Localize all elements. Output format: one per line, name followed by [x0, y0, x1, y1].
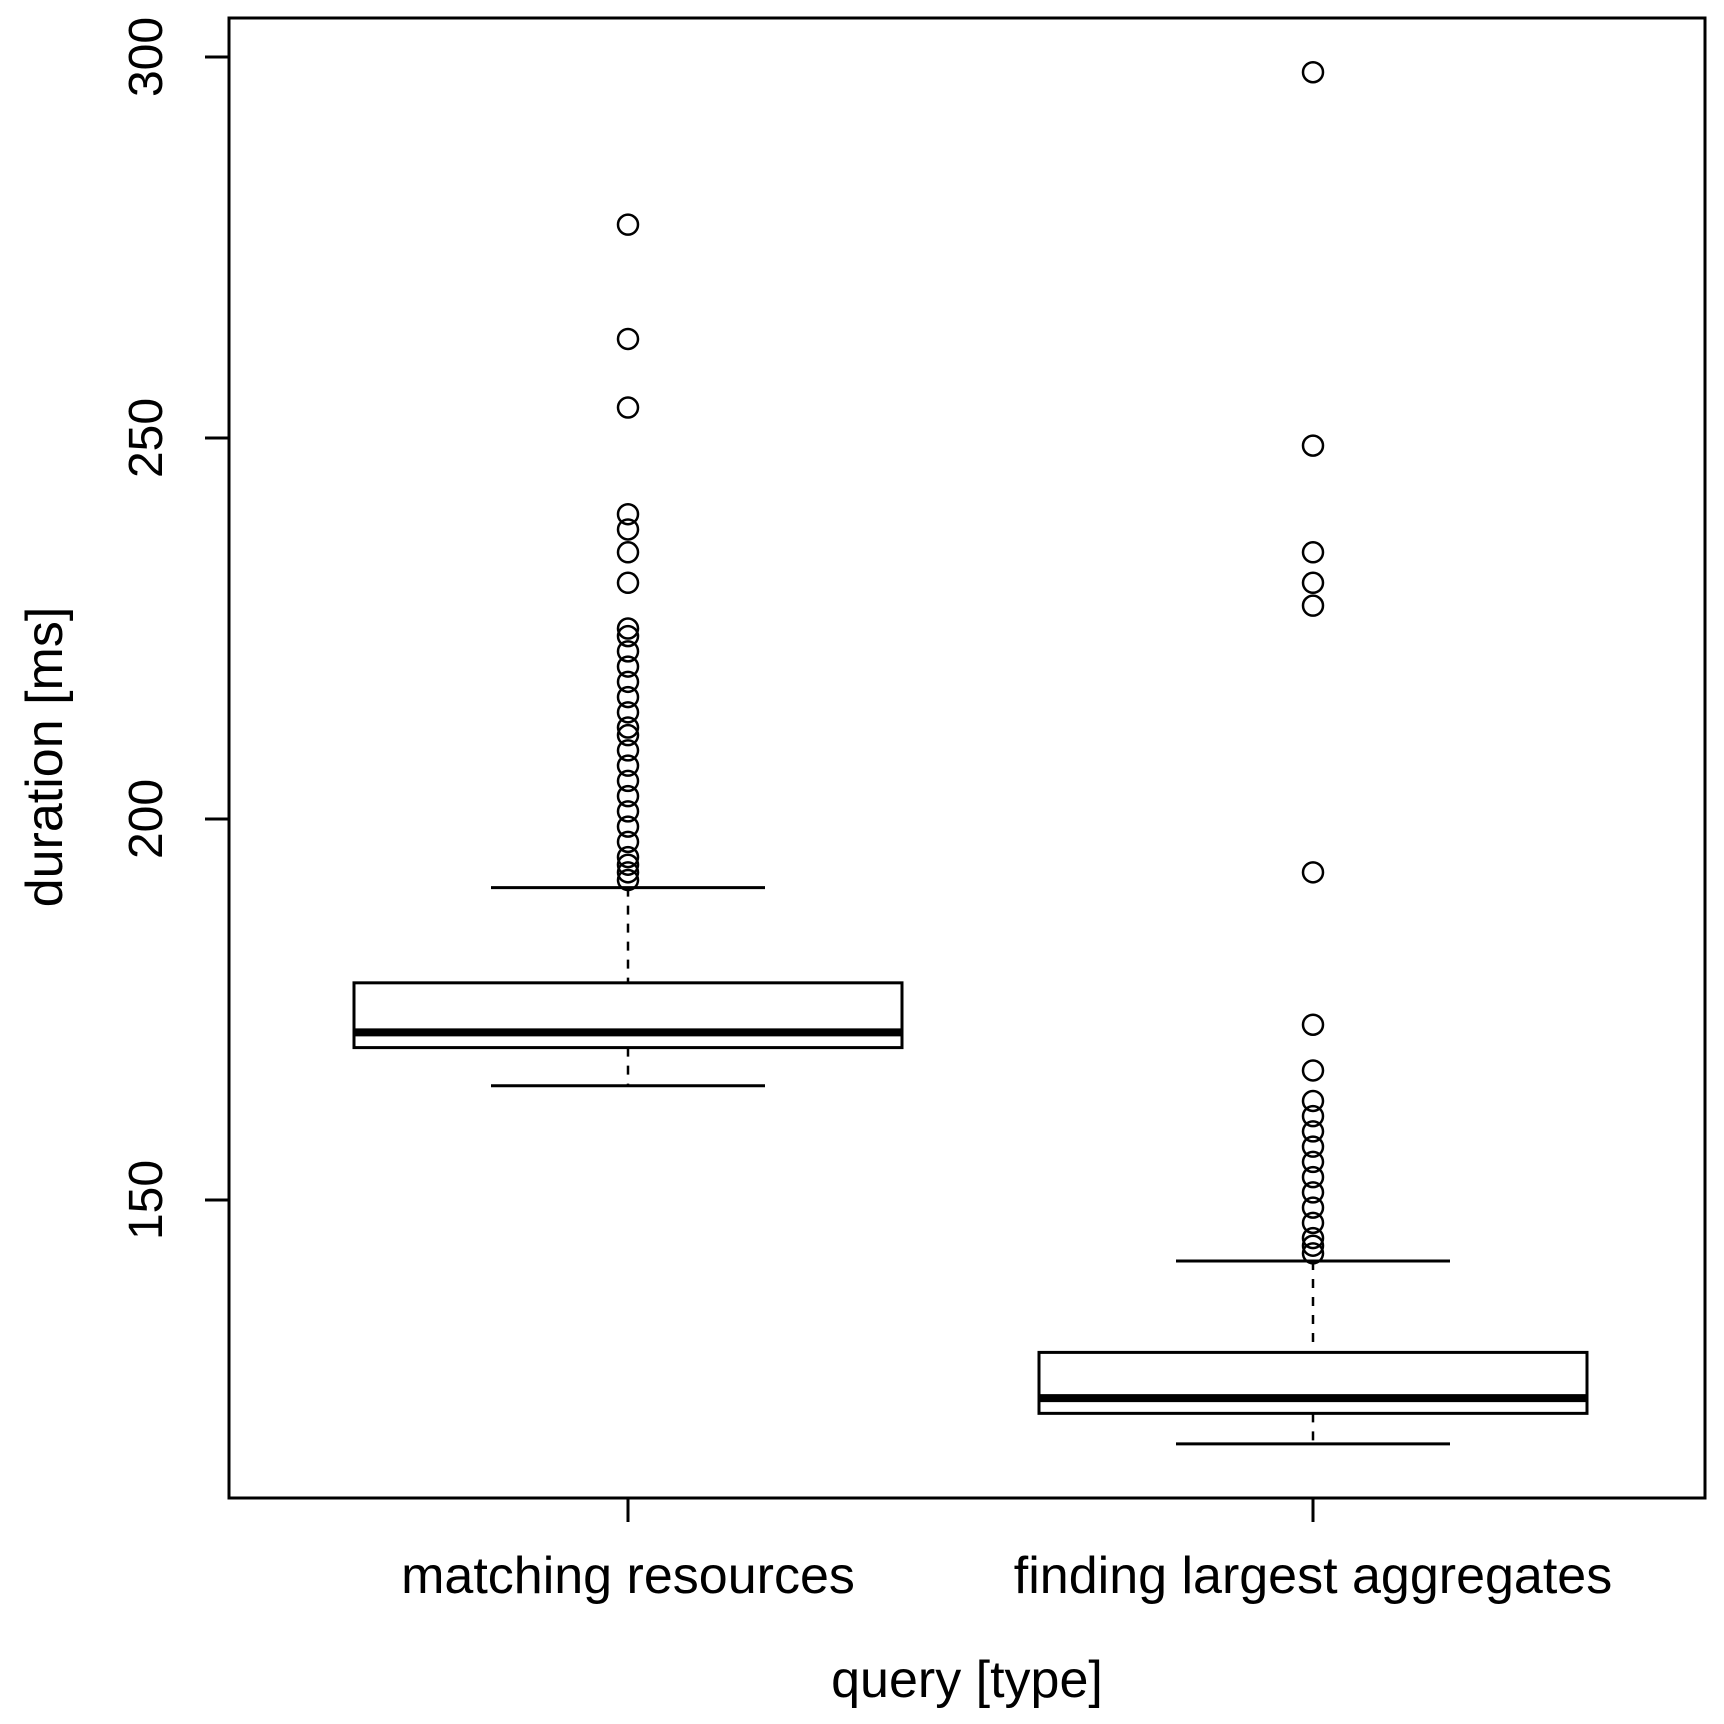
outlier-point: [616, 685, 640, 709]
outlier-point: [1301, 1150, 1325, 1174]
outlier-point: [1301, 571, 1325, 595]
x-category-label: finding largest aggregates: [1014, 1547, 1612, 1605]
outlier-point: [1301, 1196, 1325, 1219]
outlier-point: [616, 213, 640, 236]
outlier-point: [616, 784, 640, 808]
outlier-point: [616, 518, 640, 541]
outlier-point: [616, 716, 640, 739]
outlier-point: [616, 868, 640, 892]
box-1: [352, 213, 904, 1088]
outlier-point: [1301, 1135, 1325, 1158]
outlier-point: [616, 624, 640, 648]
outlier-point: [616, 723, 640, 747]
outlier-point: [616, 701, 640, 724]
outlier-point: [616, 541, 640, 564]
outlier-point: [616, 845, 640, 869]
outlier-point: [1301, 861, 1325, 884]
outlier-point: [1301, 1226, 1325, 1250]
y-tick-label: 150: [120, 1160, 173, 1240]
y-tick-label: 300: [120, 17, 173, 97]
outlier-point: [1301, 541, 1325, 564]
outlier-point: [1301, 1059, 1325, 1082]
box-2: [1037, 60, 1589, 1446]
outlier-point: [1301, 1234, 1325, 1257]
outlier-point: [616, 617, 640, 640]
outlier-point: [1301, 434, 1325, 457]
outlier-point: [616, 815, 640, 838]
outlier-point: [616, 571, 640, 595]
outlier-point: [616, 861, 640, 884]
outlier-point: [1301, 60, 1325, 84]
y-tick-label: 250: [120, 398, 173, 478]
outlier-point: [1301, 1013, 1325, 1036]
y-tick-label: 200: [120, 779, 173, 859]
iqr-box: [1037, 1350, 1589, 1415]
outlier-point: [1301, 1181, 1325, 1204]
outlier-point: [616, 327, 640, 351]
outlier-point: [1301, 1089, 1325, 1113]
box-group: [352, 60, 1589, 1446]
x-axis: matching resources finding largest aggreg…: [401, 1498, 1612, 1605]
outlier-point: [616, 739, 640, 762]
outlier-point: [616, 396, 640, 419]
outlier-point: [616, 800, 640, 823]
y-axis: 150 200 250 300: [120, 17, 231, 1240]
y-axis-title: duration [ms]: [16, 607, 74, 908]
outlier-point: [616, 502, 640, 526]
outlier-point: [1301, 1242, 1325, 1265]
outlier-point: [1301, 1165, 1325, 1189]
outlier-point: [616, 655, 640, 678]
outlier-point: [616, 853, 640, 876]
outlier-point: [616, 640, 640, 663]
x-category-label: matching resources: [401, 1547, 855, 1605]
outlier-point: [616, 830, 640, 854]
outlier-point: [1301, 1211, 1325, 1235]
outlier-point: [1301, 1104, 1325, 1128]
x-axis-title: query [type]: [831, 1651, 1103, 1709]
outlier-point: [1301, 1120, 1325, 1143]
outlier-point: [1301, 594, 1325, 617]
outlier-point: [616, 754, 640, 777]
iqr-box: [352, 981, 904, 1050]
plot-frame: [227, 16, 1707, 1500]
outlier-point: [616, 670, 640, 694]
outlier-point: [616, 769, 640, 793]
